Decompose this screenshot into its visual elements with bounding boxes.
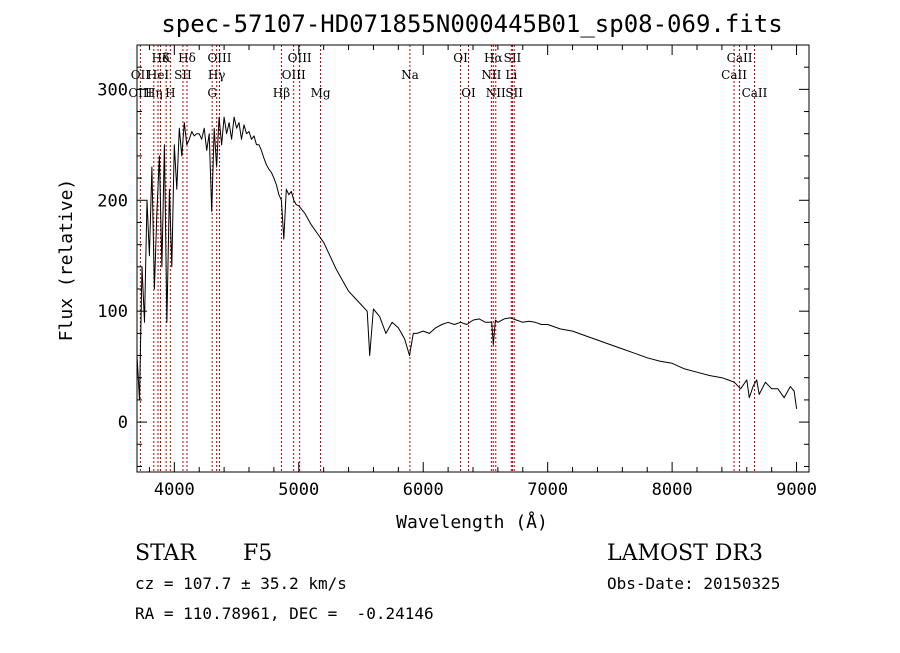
line-label: Hδ — [152, 51, 170, 65]
line-label: NII — [481, 68, 501, 82]
line-label: OII — [131, 68, 151, 82]
y-tick-label: 300 — [97, 80, 128, 100]
line-label: OIII — [282, 68, 306, 82]
line-label: H — [165, 86, 175, 100]
line-label: G — [207, 86, 217, 100]
line-label: Hδ — [178, 51, 196, 65]
line-label: Li — [505, 68, 517, 82]
line-label: HeI — [147, 68, 170, 82]
line-label: OI — [453, 51, 468, 65]
x-tick-label: 9000 — [776, 480, 817, 500]
line-label: CaII — [727, 51, 753, 65]
spectrum-series — [136, 116, 798, 409]
chart-title: spec-57107-HD071855N000445B01_sp08-069.f… — [161, 10, 782, 38]
y-axis-label: Flux (relative) — [56, 179, 77, 342]
line-label: Hη — [145, 86, 163, 100]
line-label: NII — [486, 86, 506, 100]
y-axis: 0 100 200 300 — [97, 66, 809, 467]
line-label: Mg — [311, 86, 331, 100]
coords-text: RA = 110.78961, DEC = -0.24146 — [135, 604, 434, 623]
line-label: CaII — [721, 68, 747, 82]
x-tick-label: 6000 — [403, 480, 444, 500]
line-label: SII — [504, 51, 522, 65]
plot-frame — [136, 44, 810, 473]
line-label: Hβ — [273, 86, 290, 100]
x-tick-label: 5000 — [278, 480, 319, 500]
line-label: SII — [174, 68, 192, 82]
y-tick-label: 200 — [97, 191, 128, 211]
line-label: SII — [505, 86, 523, 100]
x-tick-label: 8000 — [652, 480, 693, 500]
redshift-text: cz = 107.7 ± 35.2 km/s — [135, 574, 347, 593]
object-class: STAR — [135, 541, 197, 566]
line-label: OI — [461, 86, 476, 100]
survey-name: LAMOST DR3 — [607, 541, 763, 566]
line-label: Hα — [484, 51, 503, 65]
x-axis-label: Wavelength (Å) — [396, 511, 548, 533]
line-label: Na — [401, 68, 419, 82]
y-tick-label: 100 — [97, 302, 128, 322]
line-label: K — [162, 51, 172, 65]
x-axis: 4000 5000 6000 7000 8000 9000 — [148, 45, 817, 500]
spectrum-line — [136, 116, 798, 409]
line-label: CaII — [742, 86, 768, 100]
line-label: OIII — [207, 51, 231, 65]
x-tick-label: 7000 — [527, 480, 568, 500]
obs-date: Obs-Date: 20150325 — [607, 574, 780, 593]
subclass: F5 — [243, 541, 272, 566]
line-label: OIII — [288, 51, 312, 65]
x-tick-label: 4000 — [154, 480, 195, 500]
y-tick-label: 0 — [118, 413, 128, 433]
line-markers — [139, 45, 755, 472]
line-label: Hγ — [208, 68, 226, 82]
